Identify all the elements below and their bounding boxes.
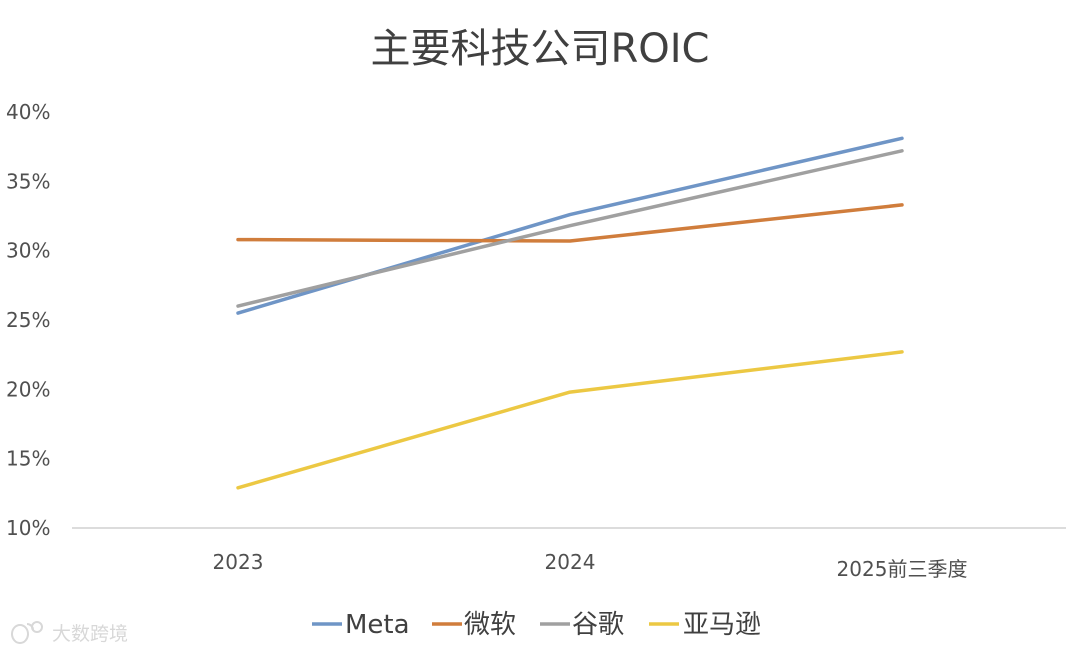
watermark: 大数跨境 — [11, 621, 128, 645]
x-tick-label: 2024 — [545, 550, 596, 574]
watermark-label: 大数跨境 — [52, 623, 128, 645]
series-line-2 — [236, 149, 904, 308]
legend-item: 微软 — [432, 610, 516, 640]
legend-label: 微软 — [464, 610, 516, 640]
series-line-3 — [236, 350, 904, 490]
legend-item: 谷歌 — [540, 610, 624, 640]
weibo-icon — [11, 621, 43, 644]
y-tick-label: 20% — [6, 377, 50, 401]
series-line-1 — [236, 203, 904, 243]
y-tick-label: 15% — [6, 447, 50, 471]
y-tick-label: 35% — [6, 169, 50, 193]
x-tick-label: 2025前三季度 — [837, 557, 968, 581]
y-tick-label: 40% — [6, 100, 50, 124]
legend-label: 亚马逊 — [683, 610, 761, 640]
legend-label: 谷歌 — [572, 610, 624, 640]
chart-title: 主要科技公司ROIC — [370, 26, 709, 72]
y-tick-label: 30% — [6, 239, 50, 263]
legend-label: Meta — [345, 610, 410, 640]
legend-item: 亚马逊 — [649, 610, 761, 640]
y-tick-label: 25% — [6, 308, 50, 332]
x-tick-label: 2023 — [213, 550, 264, 574]
y-tick-label: 10% — [6, 516, 50, 540]
legend-item: Meta — [312, 610, 410, 640]
